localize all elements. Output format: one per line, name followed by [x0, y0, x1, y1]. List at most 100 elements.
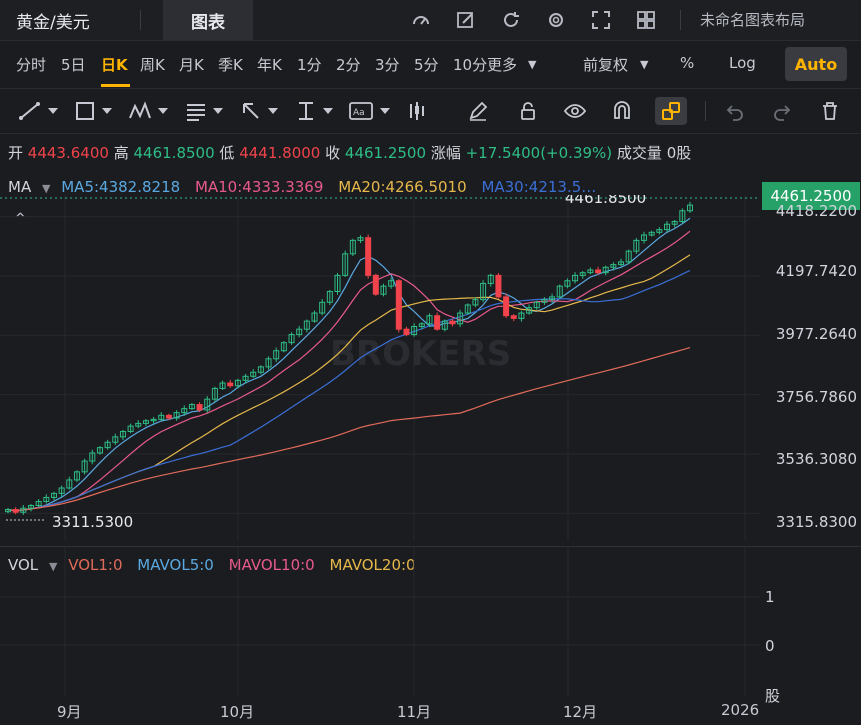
chevron-down-icon[interactable]: ▼ [41, 182, 51, 195]
candle [411, 326, 418, 336]
period-more[interactable]: 更多 [487, 56, 518, 74]
ma10-value: MA10:4333.3369 [194, 178, 324, 196]
candle [526, 307, 533, 314]
period-5min[interactable]: 5分 [414, 56, 439, 74]
candle [66, 479, 73, 489]
candle [211, 387, 218, 400]
chevron-down-icon[interactable]: ▼ [48, 560, 58, 573]
symbol-name[interactable]: 黄金/美元 [16, 13, 90, 33]
candle [633, 239, 640, 252]
gauge-icon[interactable] [407, 6, 435, 34]
candle [50, 492, 57, 498]
candle [319, 301, 326, 314]
tab-chart[interactable]: 图表 [163, 0, 253, 40]
log-button[interactable]: Log [729, 54, 756, 72]
price-tick: 4418.2200 [775, 202, 857, 220]
gear-icon[interactable] [542, 6, 570, 34]
grid-icon[interactable] [632, 6, 660, 34]
low-label: 低 [219, 144, 235, 162]
candle [58, 487, 65, 494]
price-chart[interactable]: BROKERS 4461.8500 3311.5300 [0, 195, 861, 540]
collapse-icon[interactable]: ^ [14, 210, 27, 228]
candle [679, 210, 686, 223]
lock-icon[interactable] [517, 97, 539, 125]
text-tool-icon[interactable]: Aa [348, 97, 396, 125]
measure-tool-icon[interactable] [295, 97, 339, 125]
rectangle-tool-icon[interactable] [74, 97, 118, 125]
chevron-down-icon[interactable]: ▼ [640, 58, 649, 71]
adjust-select[interactable]: 前复权 [583, 56, 629, 74]
candle [403, 328, 410, 336]
pane-divider[interactable] [0, 546, 861, 547]
candle [595, 269, 602, 274]
trash-icon[interactable] [819, 97, 841, 125]
candle [687, 204, 693, 212]
candle [150, 418, 157, 422]
price-tick: 4197.7420 [775, 262, 857, 280]
candle [81, 460, 88, 473]
candle [112, 436, 119, 443]
arrow-tool-icon[interactable] [240, 97, 284, 125]
candle [135, 422, 142, 427]
period-monthly[interactable]: 月K [179, 56, 204, 74]
ma-label[interactable]: MA [8, 178, 32, 196]
close-label: 收 [325, 144, 341, 162]
candle [181, 408, 188, 414]
vol-label[interactable]: VOL [8, 556, 39, 574]
period-daily[interactable]: 日K [101, 56, 128, 74]
candle-tool-icon[interactable] [406, 97, 428, 125]
candle [503, 296, 510, 317]
period-3min[interactable]: 3分 [375, 56, 400, 74]
candle [648, 231, 655, 236]
eye-icon[interactable] [563, 97, 587, 125]
candle [518, 312, 525, 319]
high-value: 4461.8500 [133, 144, 215, 162]
layout-name[interactable]: 未命名图表布局 [700, 11, 806, 29]
candle [234, 379, 241, 387]
fullscreen-icon[interactable] [587, 6, 615, 34]
period-yearly[interactable]: 年K [257, 56, 282, 74]
close-value: 4461.2500 [344, 144, 427, 162]
trendline-tool-icon[interactable] [18, 97, 62, 125]
refresh-icon[interactable] [497, 6, 525, 34]
period-1min[interactable]: 1分 [297, 56, 322, 74]
divider [140, 10, 141, 30]
mavol20-value: MAVOL20:0 [329, 556, 416, 574]
candle [165, 414, 172, 419]
date-tick: 11月 [397, 703, 432, 721]
percent-button[interactable]: % [680, 54, 695, 72]
period-2min[interactable]: 2分 [336, 56, 361, 74]
candle [96, 447, 103, 454]
candle [610, 264, 617, 268]
candle [641, 234, 648, 241]
edit-icon[interactable] [452, 6, 480, 34]
vol-tick: 0 [765, 637, 775, 655]
redo-icon[interactable] [771, 97, 793, 125]
undo-icon[interactable] [724, 97, 746, 125]
magnet-icon[interactable] [611, 97, 633, 125]
auto-scale-button[interactable]: Auto [785, 47, 847, 81]
period-quarterly[interactable]: 季K [218, 56, 243, 74]
mavol5-value: MAVOL5:0 [137, 556, 214, 574]
pen-icon[interactable] [467, 97, 489, 125]
period-5day[interactable]: 5日 [61, 56, 86, 74]
period-intraday[interactable]: 分时 [16, 56, 47, 74]
candle [326, 291, 333, 303]
candle [173, 412, 180, 419]
ma60-line [7, 347, 691, 512]
candle [549, 296, 556, 301]
vol-legend: VOL ▼ VOL1:0 MAVOL5:0 MAVOL10:0 MAVOL20:… [8, 556, 416, 574]
link-sync-icon[interactable] [655, 97, 687, 125]
volume-chart[interactable] [0, 547, 861, 697]
fib-tool-icon[interactable] [185, 97, 229, 125]
period-10min[interactable]: 10分 [453, 56, 488, 74]
candle [449, 320, 456, 325]
candle [426, 315, 433, 325]
candle [372, 274, 379, 295]
change-label: 涨幅 [430, 144, 461, 162]
price-tick: 3536.3080 [775, 450, 857, 468]
candle [43, 496, 50, 502]
chevron-down-icon[interactable]: ▼ [528, 58, 537, 71]
pattern-tool-icon[interactable] [128, 97, 174, 125]
period-weekly[interactable]: 周K [140, 56, 165, 74]
